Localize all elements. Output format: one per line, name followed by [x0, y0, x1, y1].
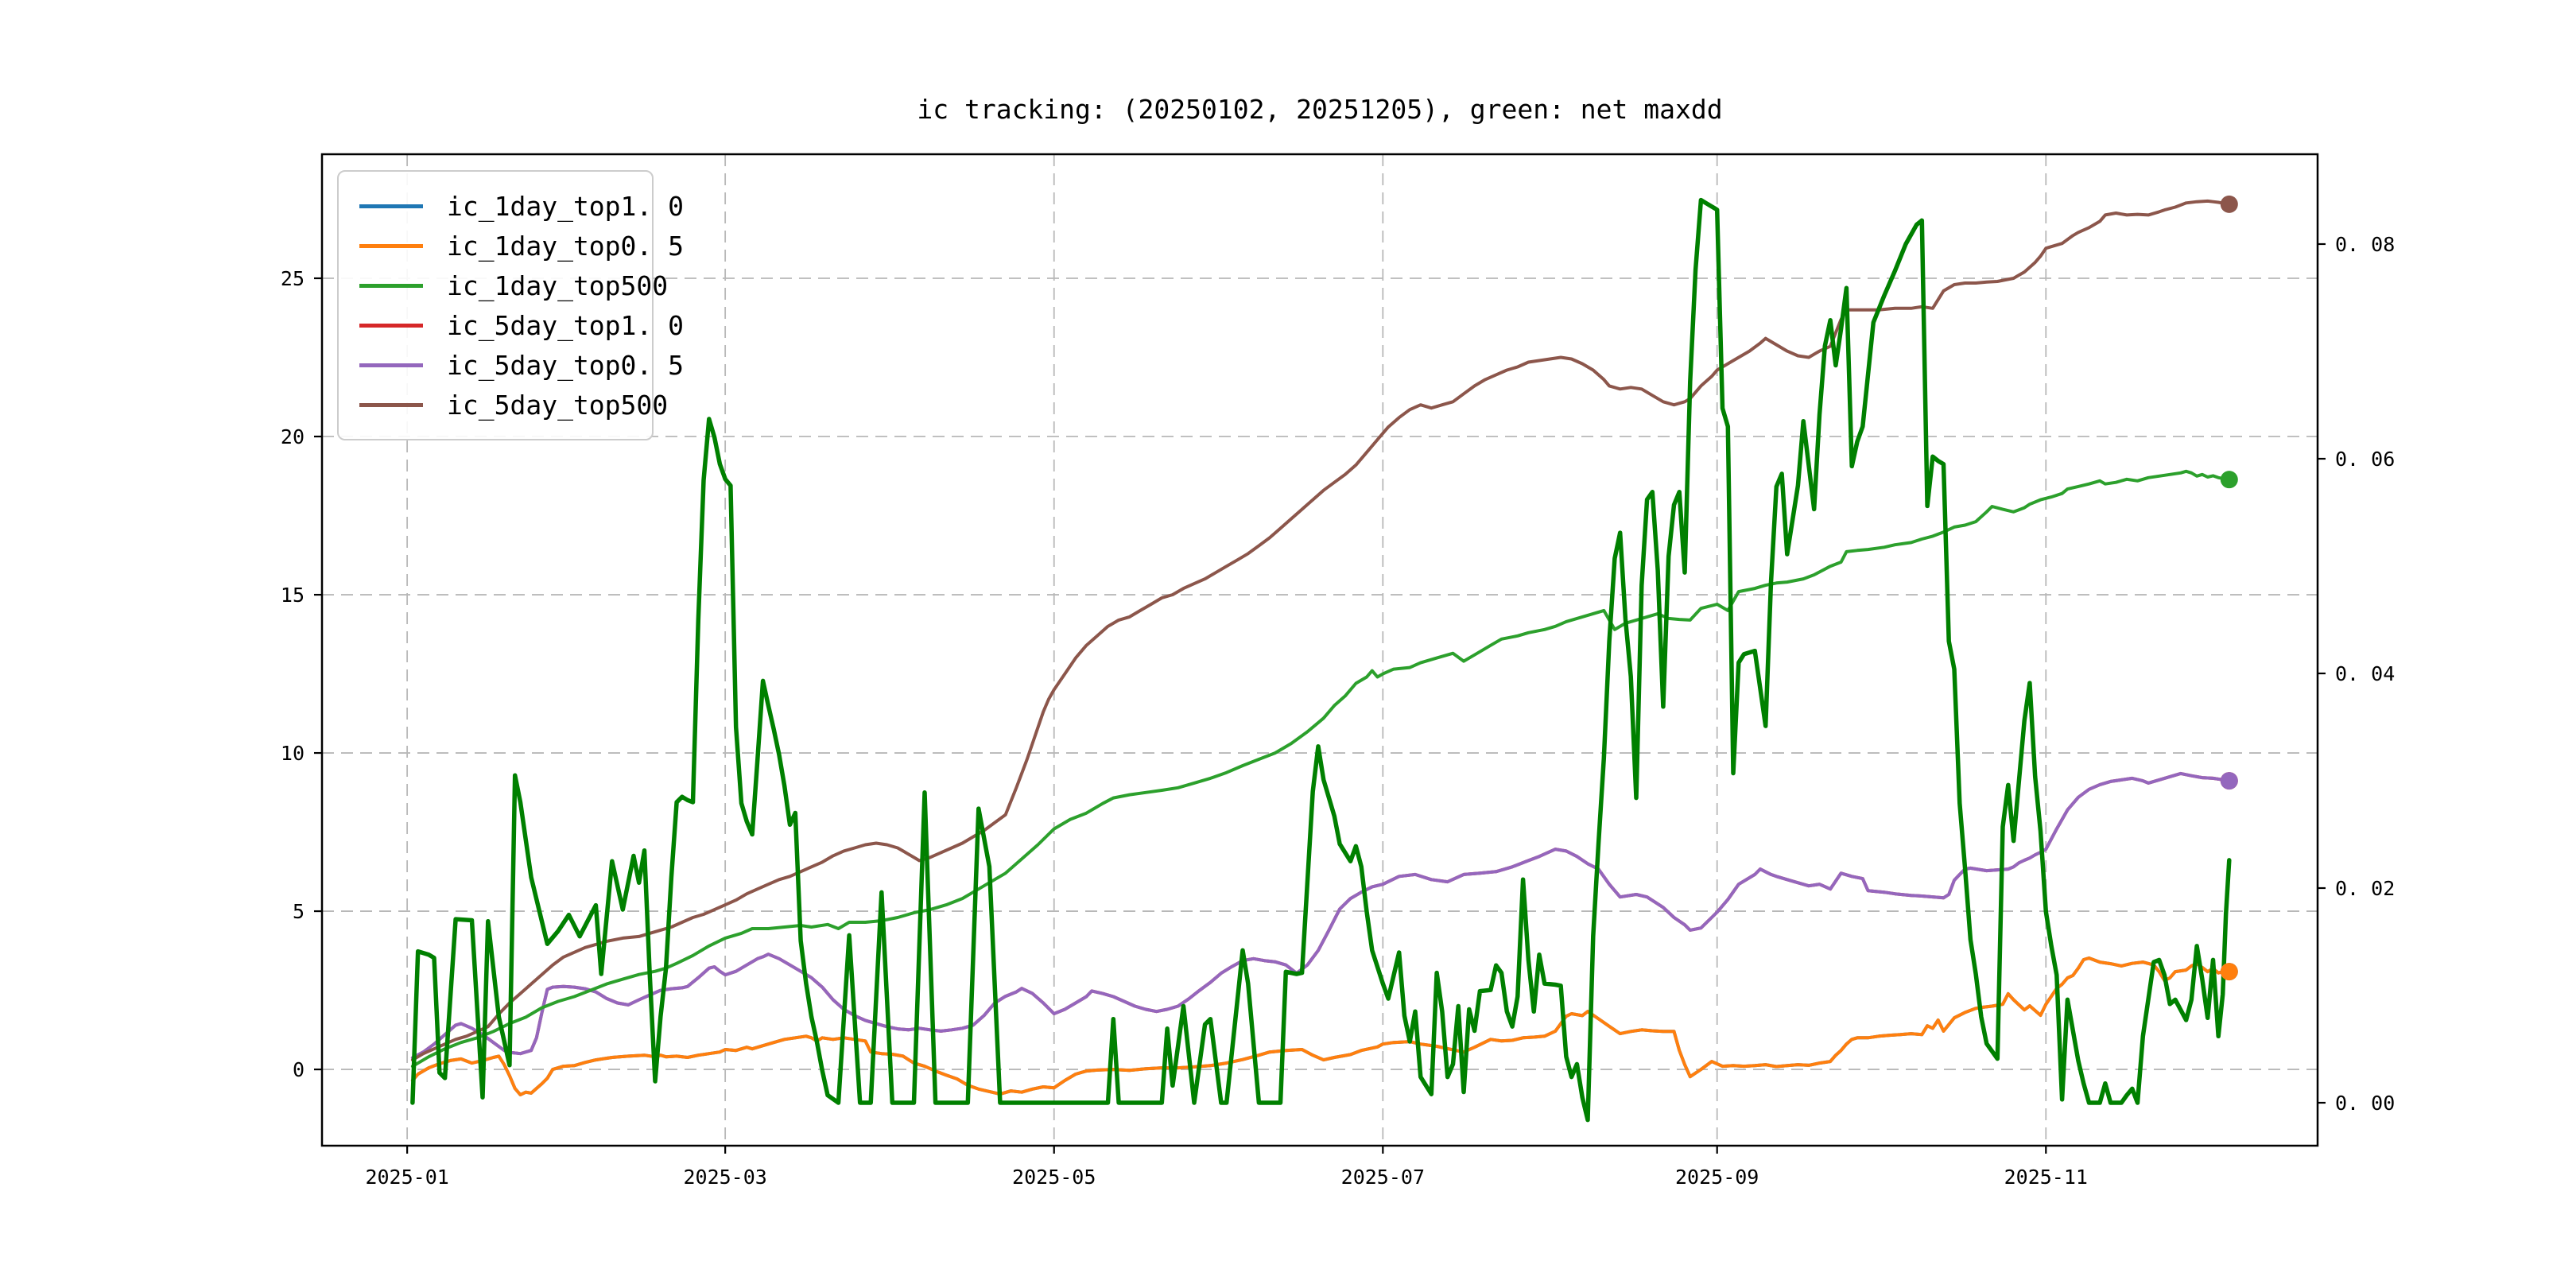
legend-line-sample-icon — [359, 402, 423, 407]
x-tick-label-2025-09: 2025-09 — [1675, 1166, 1759, 1189]
y-left-tick-label-20: 20 — [281, 425, 305, 448]
series-line-ic-1day-top0-5 — [410, 956, 2231, 1096]
legend-label: ic_5day_top0. 5 — [447, 349, 685, 381]
legend-entry-ic-5day-top1-0: ic_5day_top1. 0 — [350, 305, 684, 345]
y-left-tick-label-10: 10 — [281, 742, 305, 765]
chart-legend: ic_1day_top1. 0 ic_1day_top0. 5 ic_1day_to… — [337, 170, 684, 440]
legend-entry-ic-5day-top0-5: ic_5day_top0. 5 — [350, 345, 684, 385]
x-tick-label-2025-11: 2025-11 — [2004, 1166, 2088, 1189]
legend-label: ic_5day_top1. 0 — [447, 309, 685, 341]
legend-line-sample-icon — [359, 204, 423, 208]
legend-entry-ic-1day-top0-5: ic_1day_top0. 5 — [350, 226, 684, 266]
y-left-tick-label-0: 0 — [293, 1058, 305, 1081]
y-left-tick-label-15: 15 — [281, 584, 305, 607]
series-line-ic-1day-top500 — [410, 469, 2231, 1069]
x-tick-label-2025-01: 2025-01 — [365, 1166, 448, 1189]
series-line-ic-1day-top1-0 — [410, 956, 2231, 1096]
legend-label: ic_1day_top0. 5 — [447, 230, 685, 262]
series-end-dot-ic-1day-top0-5 — [2220, 963, 2238, 981]
series-end-dot-ic-5day-top500 — [2220, 195, 2238, 213]
y-left-tick-label-5: 5 — [293, 900, 305, 923]
chart-title: ic tracking: (20250102, 20251205), green… — [917, 94, 1723, 125]
y-left-tick-label-25: 25 — [281, 267, 305, 290]
series-line-ic-5day-top500 — [410, 199, 2231, 1062]
x-tick-label-2025-05: 2025-05 — [1012, 1166, 1096, 1189]
legend-line-sample-icon — [359, 323, 423, 328]
legend-entry-ic-1day-top1-0: ic_1day_top1. 0 — [350, 186, 684, 226]
series-end-dot-ic-5day-top0-5 — [2220, 772, 2238, 790]
axes-spines — [320, 153, 2319, 1147]
series-line-ic-5day-top0-5 — [410, 771, 2231, 1060]
legend-line-sample-icon — [359, 283, 423, 288]
x-tick-label-2025-07: 2025-07 — [1341, 1166, 1425, 1189]
y-right-tick-label-4: 0. 08 — [2335, 233, 2395, 256]
legend-entry-ic-5day-top500: ic_5day_top500 — [350, 385, 668, 425]
y-right-tick-label-1: 0. 02 — [2335, 877, 2395, 900]
series-end-dot-ic-1day-top500 — [2220, 471, 2238, 489]
series-line-net-maxdd — [410, 197, 2232, 1123]
y-right-tick-label-3: 0. 06 — [2335, 448, 2395, 471]
x-tick-label-2025-03: 2025-03 — [683, 1166, 766, 1189]
legend-entry-ic-1day-top500: ic_1day_top500 — [350, 266, 668, 305]
legend-label: ic_1day_top1. 0 — [447, 190, 685, 222]
legend-label: ic_5day_top500 — [447, 389, 669, 421]
legend-label: ic_1day_top500 — [447, 270, 669, 301]
y-right-tick-label-2: 0. 04 — [2335, 662, 2395, 685]
y-right-tick-label-0: 0. 00 — [2335, 1092, 2395, 1115]
legend-line-sample-icon — [359, 363, 423, 367]
legend-line-sample-icon — [359, 243, 423, 248]
